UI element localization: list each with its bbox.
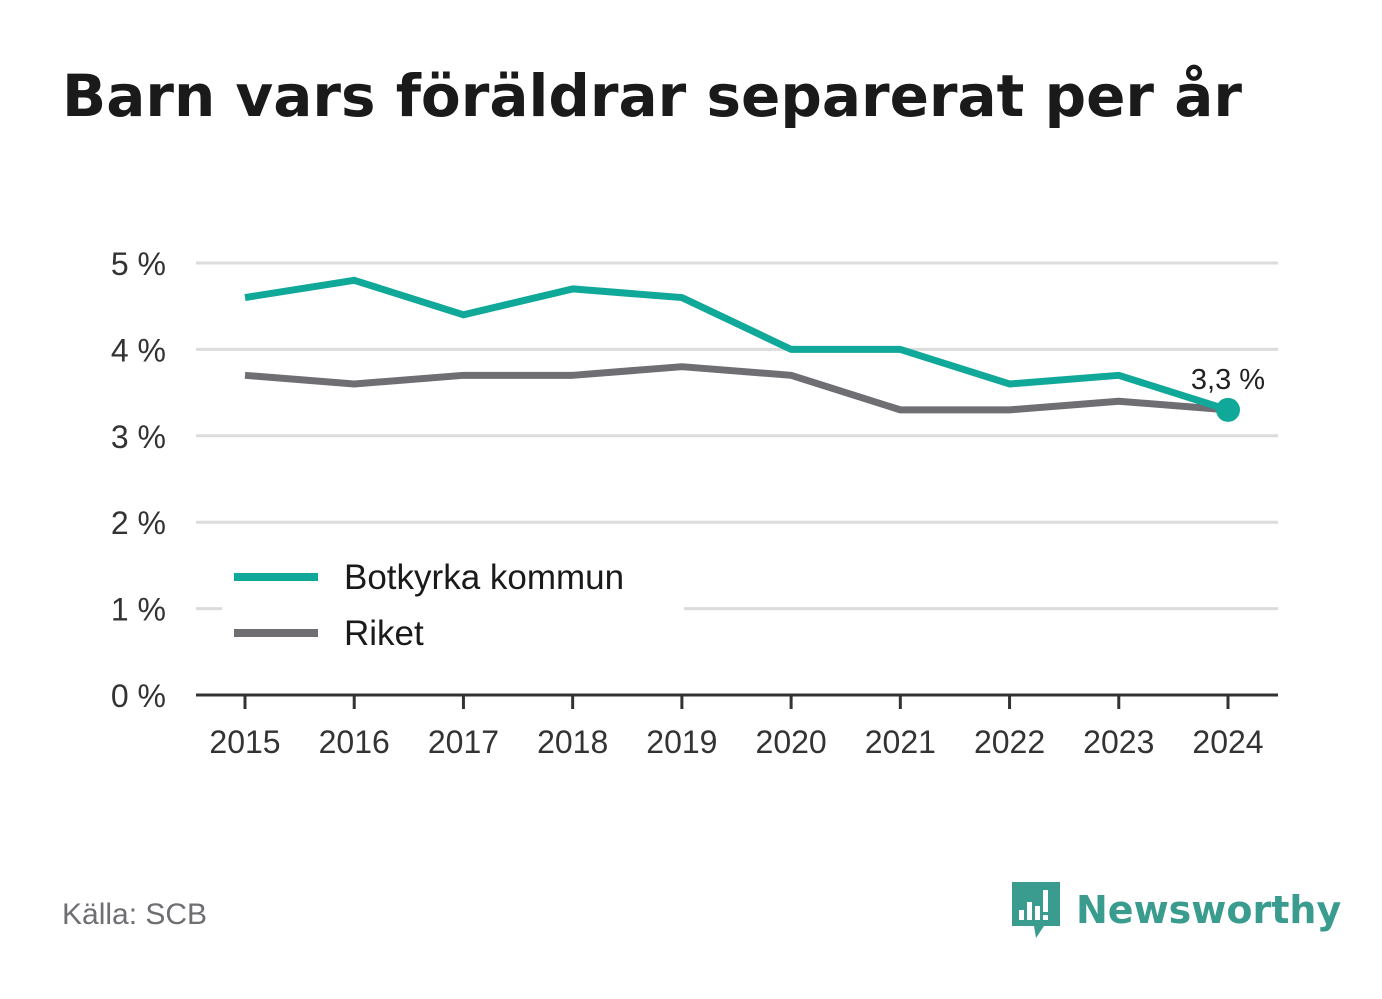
x-tick-label: 2022 <box>974 724 1045 760</box>
x-tick-label: 2015 <box>209 724 280 760</box>
series-line-botkyrka-kommun <box>244 276 1230 414</box>
legend-label: Riket <box>344 614 424 653</box>
x-tick-label: 2016 <box>319 724 390 760</box>
source-note: Källa: SCB <box>62 898 208 931</box>
series-lines <box>244 276 1230 414</box>
legend: Botkyrka kommun Riket <box>222 546 684 666</box>
x-tick-label: 2019 <box>646 724 717 760</box>
brand-logo: Newsworthy <box>1010 878 1341 942</box>
chart-title: Barn vars föräldrar separerat per år <box>62 62 1242 130</box>
x-tick-label: 2024 <box>1192 724 1263 760</box>
y-tick-label: 1 % <box>111 592 166 628</box>
y-tick-label: 3 % <box>111 419 166 455</box>
x-tick-label: 2023 <box>1083 724 1154 760</box>
y-tick-label: 0 % <box>111 678 166 714</box>
x-tick-label: 2018 <box>537 724 608 760</box>
end-point-marker <box>1216 397 1240 422</box>
legend-label: Botkyrka kommun <box>344 558 624 597</box>
series-line-riket <box>244 363 1229 414</box>
y-tick-label: 2 % <box>111 505 166 541</box>
x-axis-tick-labels: 2015 2016 2017 2018 2019 2020 2021 2022 2023 2024 <box>209 695 1264 760</box>
brand-name: Newsworthy <box>1076 888 1342 932</box>
x-tick-label: 2017 <box>428 724 499 760</box>
y-tick-label: 5 % <box>111 246 166 282</box>
x-tick-label: 2020 <box>756 724 827 760</box>
legend-background <box>222 546 684 666</box>
y-tick-label: 4 % <box>111 332 166 368</box>
end-annotation: 3,3 % <box>1191 364 1265 422</box>
y-axis-tick-labels: 0 % 1 % 2 % 3 % 4 % 5 % <box>111 246 166 714</box>
x-tick-label: 2021 <box>865 724 936 760</box>
end-value-label: 3,3 % <box>1191 364 1265 396</box>
newsworthy-logo-icon <box>1012 882 1060 938</box>
